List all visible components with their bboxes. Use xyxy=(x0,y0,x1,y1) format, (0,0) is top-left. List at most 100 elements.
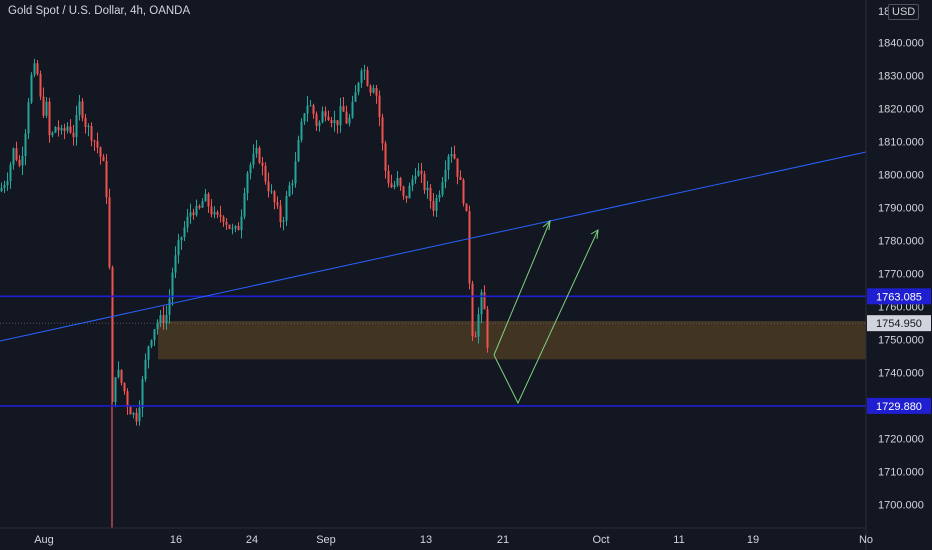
candle-body xyxy=(54,127,57,133)
candle-body xyxy=(210,206,213,215)
candle-body xyxy=(261,162,264,166)
candle-body xyxy=(159,315,162,323)
candle-body xyxy=(327,116,330,121)
price-tick-label: 1790.000 xyxy=(878,203,924,215)
candle-body xyxy=(396,177,399,185)
price-tick-label: 1780.000 xyxy=(878,236,924,248)
candle-body xyxy=(366,70,369,86)
candle-body xyxy=(147,346,150,360)
candle-body xyxy=(486,309,489,348)
candle-body xyxy=(387,170,390,184)
candle-body xyxy=(84,117,87,127)
candle-body xyxy=(153,329,156,341)
candle-body xyxy=(432,200,435,211)
candle-body xyxy=(243,193,246,217)
candle-body xyxy=(423,173,426,191)
candle-body xyxy=(474,336,477,338)
candle-body xyxy=(168,298,171,315)
candle-body xyxy=(288,185,291,197)
candle-body xyxy=(120,369,123,383)
candle-body xyxy=(414,175,417,180)
candle-body xyxy=(357,82,360,93)
support-zone xyxy=(158,321,866,360)
candle-body xyxy=(117,369,120,378)
candle-body xyxy=(369,85,372,93)
candle-body xyxy=(90,125,93,141)
candle-body xyxy=(81,101,84,118)
candle-body xyxy=(39,74,42,97)
candle-body xyxy=(345,111,348,124)
candle-body xyxy=(315,113,318,126)
candle-body xyxy=(162,315,165,324)
candle-body xyxy=(408,185,411,199)
candle-body xyxy=(165,314,168,324)
candle-body xyxy=(45,101,48,116)
candle-body xyxy=(6,181,9,186)
candle-body xyxy=(420,170,423,174)
candle-body xyxy=(123,382,126,392)
candle-body xyxy=(339,106,342,126)
candle-body xyxy=(144,359,147,380)
candle-body xyxy=(135,412,138,422)
candle-body xyxy=(99,147,102,157)
price-tick-label: 1820.000 xyxy=(878,104,924,116)
candle-body xyxy=(75,114,78,138)
candle-body xyxy=(342,106,345,112)
time-tick-label: No xyxy=(859,534,873,546)
candle-body xyxy=(324,111,327,117)
candle-body xyxy=(426,187,429,191)
time-tick-label: 19 xyxy=(747,534,759,546)
candle-body xyxy=(195,205,198,216)
candle-body xyxy=(21,155,24,166)
candle-body xyxy=(105,161,108,198)
candle-body xyxy=(303,113,306,122)
candle-body xyxy=(12,148,15,165)
candle-body xyxy=(354,92,357,102)
candle-body xyxy=(255,147,258,154)
level-price-tag xyxy=(867,397,931,414)
candle-body xyxy=(333,120,336,124)
candlestick-series xyxy=(0,58,489,528)
candle-body xyxy=(306,105,309,114)
candle-body xyxy=(108,197,111,268)
candle-body xyxy=(24,133,27,156)
candle-body xyxy=(351,101,354,118)
candle-body xyxy=(201,201,204,208)
currency-badge[interactable]: USD xyxy=(888,4,920,20)
price-tick-label: 1750.000 xyxy=(878,335,924,347)
price-tick-label: 1800.000 xyxy=(878,170,924,182)
candle-body xyxy=(417,170,420,176)
candle-body xyxy=(228,224,231,229)
candle-body xyxy=(363,70,366,72)
candle-body xyxy=(192,212,195,216)
candle-body xyxy=(237,226,240,231)
candle-body xyxy=(27,102,30,134)
projection-arrowhead-2 xyxy=(590,229,599,240)
candle-body xyxy=(183,227,186,238)
candle-body xyxy=(399,177,402,187)
candle-body xyxy=(189,212,192,217)
candle-body xyxy=(402,186,405,196)
candle-body xyxy=(231,228,234,230)
candle-body xyxy=(444,170,447,183)
candle-body xyxy=(33,63,36,75)
candle-body xyxy=(321,111,324,123)
candle-body xyxy=(249,164,252,174)
candle-body xyxy=(348,117,351,124)
candle-body xyxy=(66,126,69,131)
candle-body xyxy=(9,164,12,182)
drawing-layer xyxy=(0,151,867,407)
candle-body xyxy=(15,148,18,160)
candle-body xyxy=(459,176,462,180)
candle-body xyxy=(141,379,144,408)
trend-line xyxy=(0,151,867,342)
candle-body xyxy=(129,406,132,415)
candle-body xyxy=(36,63,39,75)
candle-body xyxy=(309,105,312,107)
candle-body xyxy=(132,412,135,415)
candle-body xyxy=(483,292,486,310)
candle-body xyxy=(450,154,453,157)
time-axis[interactable]: Aug 16 24 Sep 13 21 Oct 11 19 No xyxy=(34,534,873,546)
candle-body xyxy=(57,127,60,131)
